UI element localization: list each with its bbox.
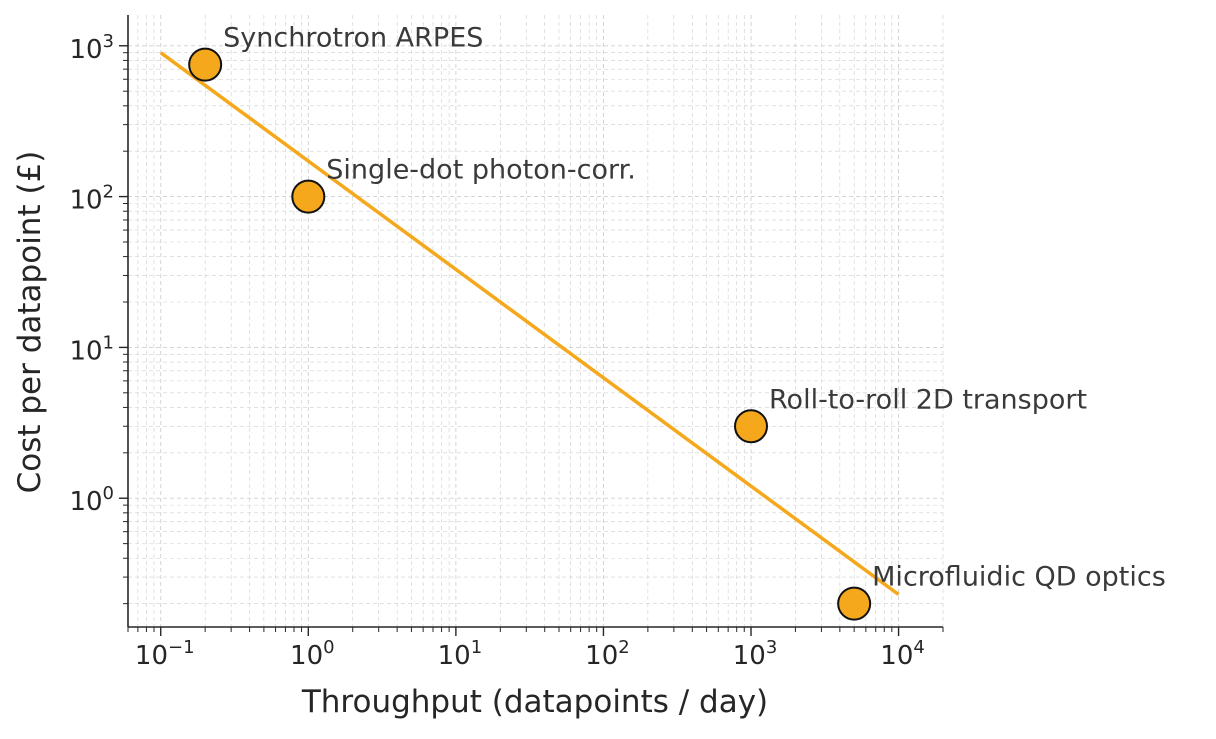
point-labels: Synchrotron ARPES Single-dot photon-corr.… (223, 23, 1166, 593)
point-label: Synchrotron ARPES (223, 23, 483, 54)
x-tick-label: 104 (880, 637, 925, 671)
y-tick-label: 102 (69, 182, 114, 216)
x-tick-label: 100 (290, 637, 335, 671)
x-tick-label: 103 (733, 637, 778, 671)
x-tick-label: 10−1 (135, 637, 195, 671)
x-tick-label: 101 (438, 637, 483, 671)
data-point (734, 409, 769, 444)
data-point (837, 586, 872, 621)
tick-labels: 10−1 100 101 102 103 104 100 101 102 103 (69, 31, 924, 671)
data-point (188, 47, 223, 82)
x-tick-label: 102 (585, 637, 630, 671)
grid-lines (127, 15, 944, 627)
axis-ticks (119, 45, 944, 636)
y-tick-label: 101 (69, 332, 114, 366)
point-label: Single-dot photon-corr. (326, 155, 636, 186)
trend-line (159, 51, 900, 596)
trend-line-group (159, 51, 900, 596)
point-label: Microfluidic QD optics (872, 562, 1166, 593)
y-tick-label: 100 (69, 483, 114, 517)
point-label: Roll-to-roll 2D transport (769, 384, 1087, 415)
data-point (291, 179, 326, 214)
data-points (188, 47, 872, 621)
y-axis-title: Cost per datapoint (£) (12, 151, 48, 494)
x-axis-title: Throughput (datapoints / day) (301, 684, 768, 720)
y-tick-label: 103 (69, 31, 114, 65)
